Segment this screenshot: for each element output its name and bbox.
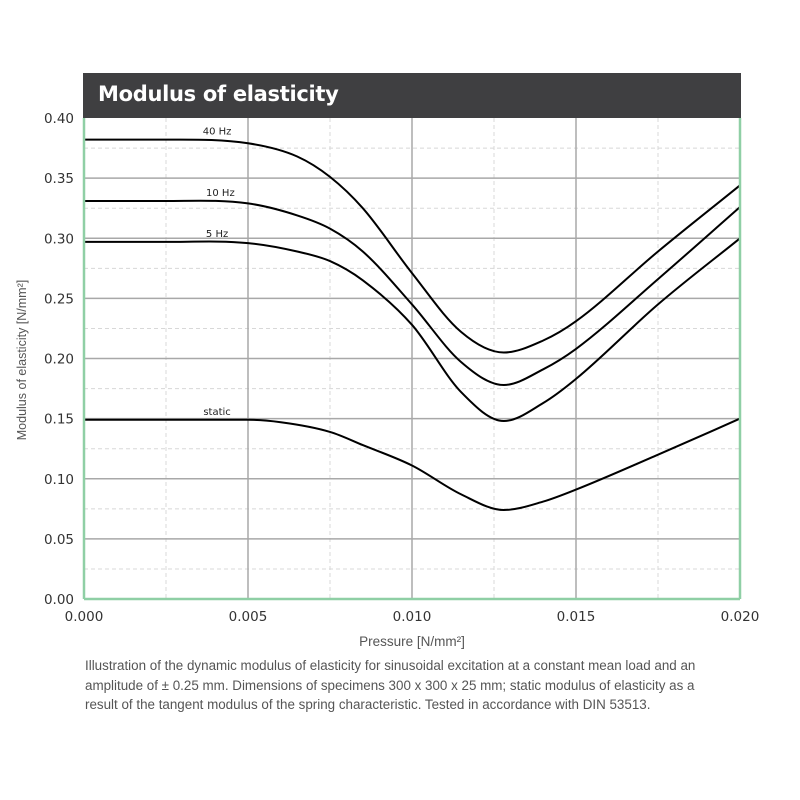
curve-5-hz xyxy=(84,237,741,423)
y-tick-label: 0.40 xyxy=(44,111,74,127)
y-tick-label: 0.15 xyxy=(44,412,74,428)
y-tick-label: 0.30 xyxy=(44,231,74,247)
y-tick-label: 0.35 xyxy=(44,171,74,187)
y-tick-label: 0.20 xyxy=(44,352,74,368)
x-tick-label: 0.015 xyxy=(557,609,596,625)
x-tick-labels: 0.000 0.005 0.010 0.015 0.020 xyxy=(65,609,760,625)
y-tick-labels: 0.00 0.05 0.10 0.15 0.20 0.25 0.30 0.35 0.40 xyxy=(44,111,74,608)
chart-title: Modulus of elasticity xyxy=(98,82,339,106)
y-tick-label: 0.05 xyxy=(44,532,74,548)
chart-title-bar: Modulus of elasticity xyxy=(83,73,741,118)
y-tick-label: 0.10 xyxy=(44,472,74,488)
y-tick-label: 0.00 xyxy=(44,592,74,608)
x-tick-label: 0.000 xyxy=(65,609,104,625)
chart-caption: Illustration of the dynamic modulus of e… xyxy=(85,658,696,712)
x-tick-label: 0.005 xyxy=(229,609,268,625)
curve-label: 5 Hz xyxy=(206,229,228,240)
curve-label: 10 Hz xyxy=(206,188,235,199)
curve-label: static xyxy=(203,407,230,418)
y-axis-label: Modulus of elasticity [N/mm²] xyxy=(15,279,29,441)
y-tick-label: 0.25 xyxy=(44,291,74,307)
x-axis-label: Pressure [N/mm²] xyxy=(359,634,465,649)
x-tick-label: 0.010 xyxy=(393,609,432,625)
curve-40-hz xyxy=(84,138,741,354)
curve-labels: 40 Hz 10 Hz 5 Hz static xyxy=(203,127,235,418)
x-tick-label: 0.020 xyxy=(721,609,760,625)
major-grid xyxy=(84,118,740,599)
curve-static xyxy=(84,417,741,512)
curve-10-hz xyxy=(84,199,741,387)
plot-frame xyxy=(82,118,742,601)
curve-label: 40 Hz xyxy=(203,127,232,138)
curves xyxy=(84,138,741,512)
